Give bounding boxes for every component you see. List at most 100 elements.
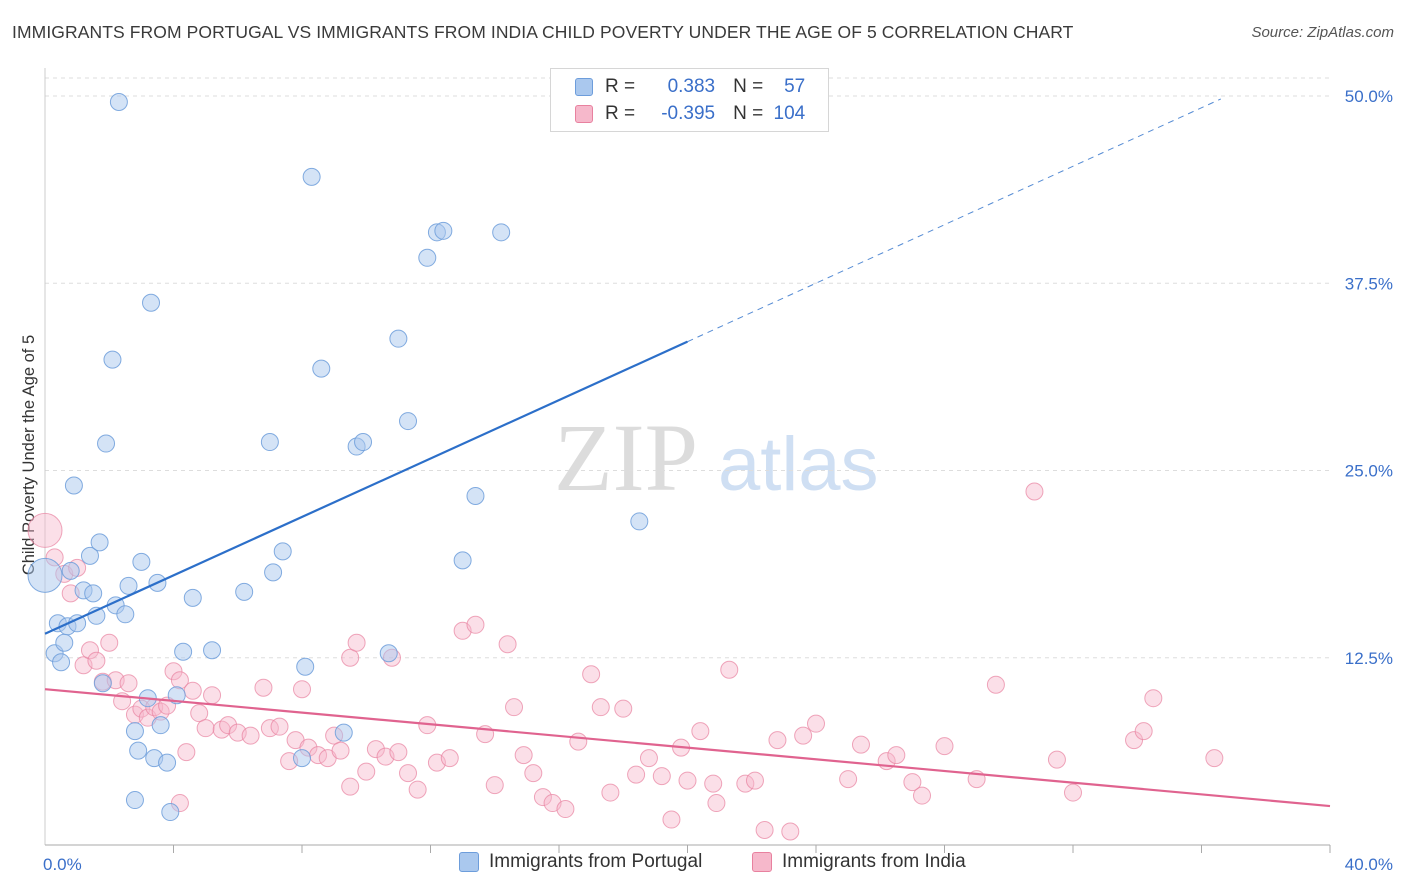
- watermark: ZIP atlas: [554, 404, 879, 511]
- india-point: [720, 660, 739, 679]
- bottom-portugal-swatch: [459, 852, 479, 872]
- india-point: [1025, 482, 1044, 501]
- india-point: [1205, 749, 1224, 768]
- india-point: [389, 743, 408, 762]
- portugal-points: [27, 92, 649, 822]
- india-point: [887, 746, 906, 765]
- bottom-legend-portugal: Immigrants from Portugal: [459, 851, 702, 873]
- india-trend-line: [44, 688, 1331, 808]
- india-point: [524, 764, 543, 783]
- portugal-swatch: [575, 78, 593, 96]
- portugal-r-label: R =: [605, 76, 636, 97]
- portugal-point: [129, 741, 148, 760]
- india-points: [27, 482, 1224, 841]
- portugal-point: [97, 434, 116, 453]
- portugal-trend-line: [44, 340, 688, 635]
- india-n-value: 104: [773, 103, 806, 124]
- portugal-point: [434, 221, 453, 240]
- india-point: [177, 743, 196, 762]
- india-point: [505, 698, 524, 717]
- portugal-point: [260, 433, 279, 452]
- portugal-point: [302, 167, 321, 186]
- india-point: [331, 741, 350, 760]
- india-point: [498, 635, 517, 654]
- bottom-india-label: Immigrants from India: [782, 851, 966, 872]
- india-point: [293, 680, 311, 699]
- portugal-point: [273, 542, 292, 561]
- india-point: [1144, 689, 1163, 708]
- portugal-point: [84, 584, 103, 603]
- source-label: Source: ZipAtlas.com: [1251, 24, 1394, 41]
- portugal-point: [125, 722, 144, 741]
- india-point: [794, 726, 813, 745]
- legend-row-portugal: R = 0.383 N = 57: [575, 75, 805, 99]
- india-n-label: N =: [733, 103, 764, 124]
- india-point: [556, 800, 575, 819]
- india-point: [514, 746, 533, 765]
- axes: [44, 68, 1331, 853]
- bottom-india-swatch: [752, 852, 772, 872]
- portugal-point: [90, 533, 109, 552]
- portugal-point: [399, 412, 418, 431]
- india-point: [196, 719, 215, 738]
- portugal-point: [453, 551, 472, 570]
- portugal-point: [55, 633, 74, 652]
- portugal-point: [80, 546, 99, 565]
- portugal-point: [61, 561, 80, 580]
- india-point: [768, 731, 787, 750]
- portugal-r-value: 0.383: [667, 76, 716, 97]
- x-tick-labels: 0.0% 40.0%: [43, 855, 1393, 874]
- india-point: [736, 774, 755, 793]
- legend-row-india: R = -0.395 N = 104: [575, 102, 805, 126]
- india-point: [678, 771, 697, 790]
- india-point: [1125, 731, 1144, 750]
- india-point: [440, 749, 459, 768]
- trend-lines: [44, 98, 1331, 808]
- portugal-point: [379, 644, 398, 663]
- chart-title: IMMIGRANTS FROM PORTUGAL VS IMMIGRANTS F…: [12, 22, 1074, 42]
- india-point: [839, 770, 858, 789]
- india-point: [203, 686, 222, 705]
- india-point: [533, 788, 552, 807]
- india-point: [569, 732, 588, 751]
- india-point: [903, 773, 922, 792]
- portugal-point: [174, 642, 193, 661]
- india-point: [399, 764, 418, 783]
- portugal-point: [119, 576, 138, 595]
- india-point: [691, 722, 710, 741]
- india-point: [219, 716, 238, 735]
- india-point: [707, 794, 726, 813]
- portugal-point: [183, 588, 202, 607]
- portugal-point: [334, 723, 353, 742]
- bottom-legend-india: Immigrants from India: [752, 851, 966, 873]
- portugal-point: [116, 605, 135, 624]
- india-point: [591, 698, 610, 717]
- portugal-n-label: N =: [733, 76, 764, 97]
- grid-lines: [45, 77, 1330, 659]
- portugal-point: [492, 223, 511, 242]
- india-point: [27, 512, 63, 548]
- y-tick-labels: 12.5% 25.0% 37.5% 50.0%: [1345, 87, 1393, 668]
- portugal-point: [27, 557, 63, 593]
- india-point: [745, 771, 764, 790]
- india-point: [913, 786, 932, 805]
- india-point: [704, 774, 723, 793]
- y-tick-label: 25.0%: [1345, 462, 1393, 481]
- india-point: [1047, 750, 1066, 769]
- y-tick-label: 50.0%: [1345, 87, 1393, 106]
- india-point: [119, 674, 138, 693]
- india-r-label: R =: [605, 103, 636, 124]
- india-point: [639, 749, 658, 768]
- portugal-point: [109, 92, 128, 111]
- india-point: [190, 704, 209, 723]
- y-axis-label: Child Poverty Under the Age of 5: [20, 335, 38, 575]
- india-point: [601, 783, 620, 802]
- india-point: [781, 822, 800, 841]
- portugal-point: [93, 674, 112, 693]
- x-tick-label: 0.0%: [43, 855, 82, 874]
- india-point: [100, 633, 119, 652]
- india-point: [341, 777, 360, 796]
- portugal-point: [296, 657, 315, 676]
- portugal-point: [125, 791, 144, 810]
